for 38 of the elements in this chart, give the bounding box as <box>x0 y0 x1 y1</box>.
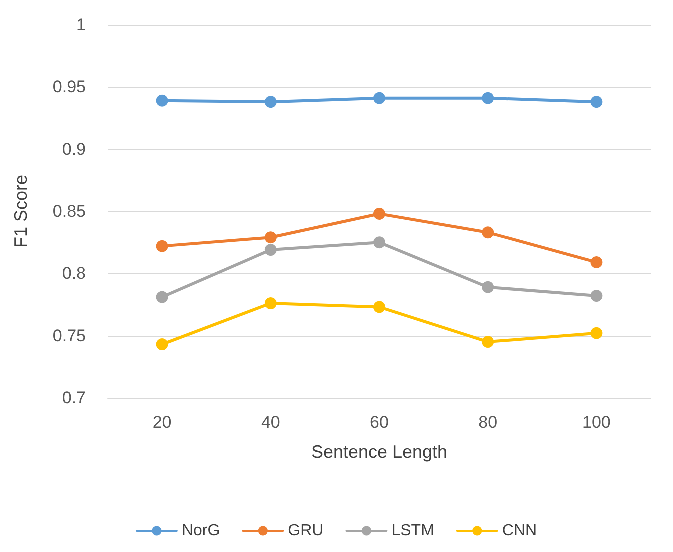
point <box>374 236 386 249</box>
point <box>156 240 168 252</box>
x-tick-label: 60 <box>370 413 389 432</box>
y-tick-label: 0.75 <box>52 326 86 346</box>
point <box>590 290 603 302</box>
point <box>264 232 277 244</box>
y-axis-title: F1 Score <box>11 174 31 248</box>
y-tick-label: 0.7 <box>62 388 86 408</box>
legend-label: GRU <box>288 522 324 540</box>
point <box>374 301 386 314</box>
legend-label: LSTM <box>392 522 434 540</box>
point <box>482 336 494 348</box>
point <box>482 92 494 104</box>
x-axis-title: Sentence Length <box>311 442 448 462</box>
point <box>264 96 277 108</box>
legend-label: NorG <box>182 522 220 540</box>
y-tick-label: 0.85 <box>52 202 86 221</box>
y-tick-label: 0.8 <box>62 264 86 284</box>
point <box>590 256 603 268</box>
point <box>590 96 603 108</box>
y-tick-label: 0.9 <box>62 140 86 159</box>
point <box>264 298 277 310</box>
y-tick-label: 1 <box>76 16 86 34</box>
point <box>156 291 168 304</box>
point <box>482 281 494 294</box>
x-tick-label: 20 <box>152 413 172 432</box>
point <box>156 94 168 107</box>
x-tick-label: 80 <box>478 413 498 432</box>
point <box>264 244 277 256</box>
point <box>590 327 603 340</box>
y-tick-label: 0.95 <box>52 78 86 97</box>
x-tick-label: 40 <box>261 413 280 432</box>
legend-label: CNN <box>502 522 538 540</box>
x-tick-label: 100 <box>582 413 611 432</box>
point <box>482 226 494 239</box>
point <box>156 338 168 351</box>
point <box>374 92 386 104</box>
point <box>374 208 386 220</box>
